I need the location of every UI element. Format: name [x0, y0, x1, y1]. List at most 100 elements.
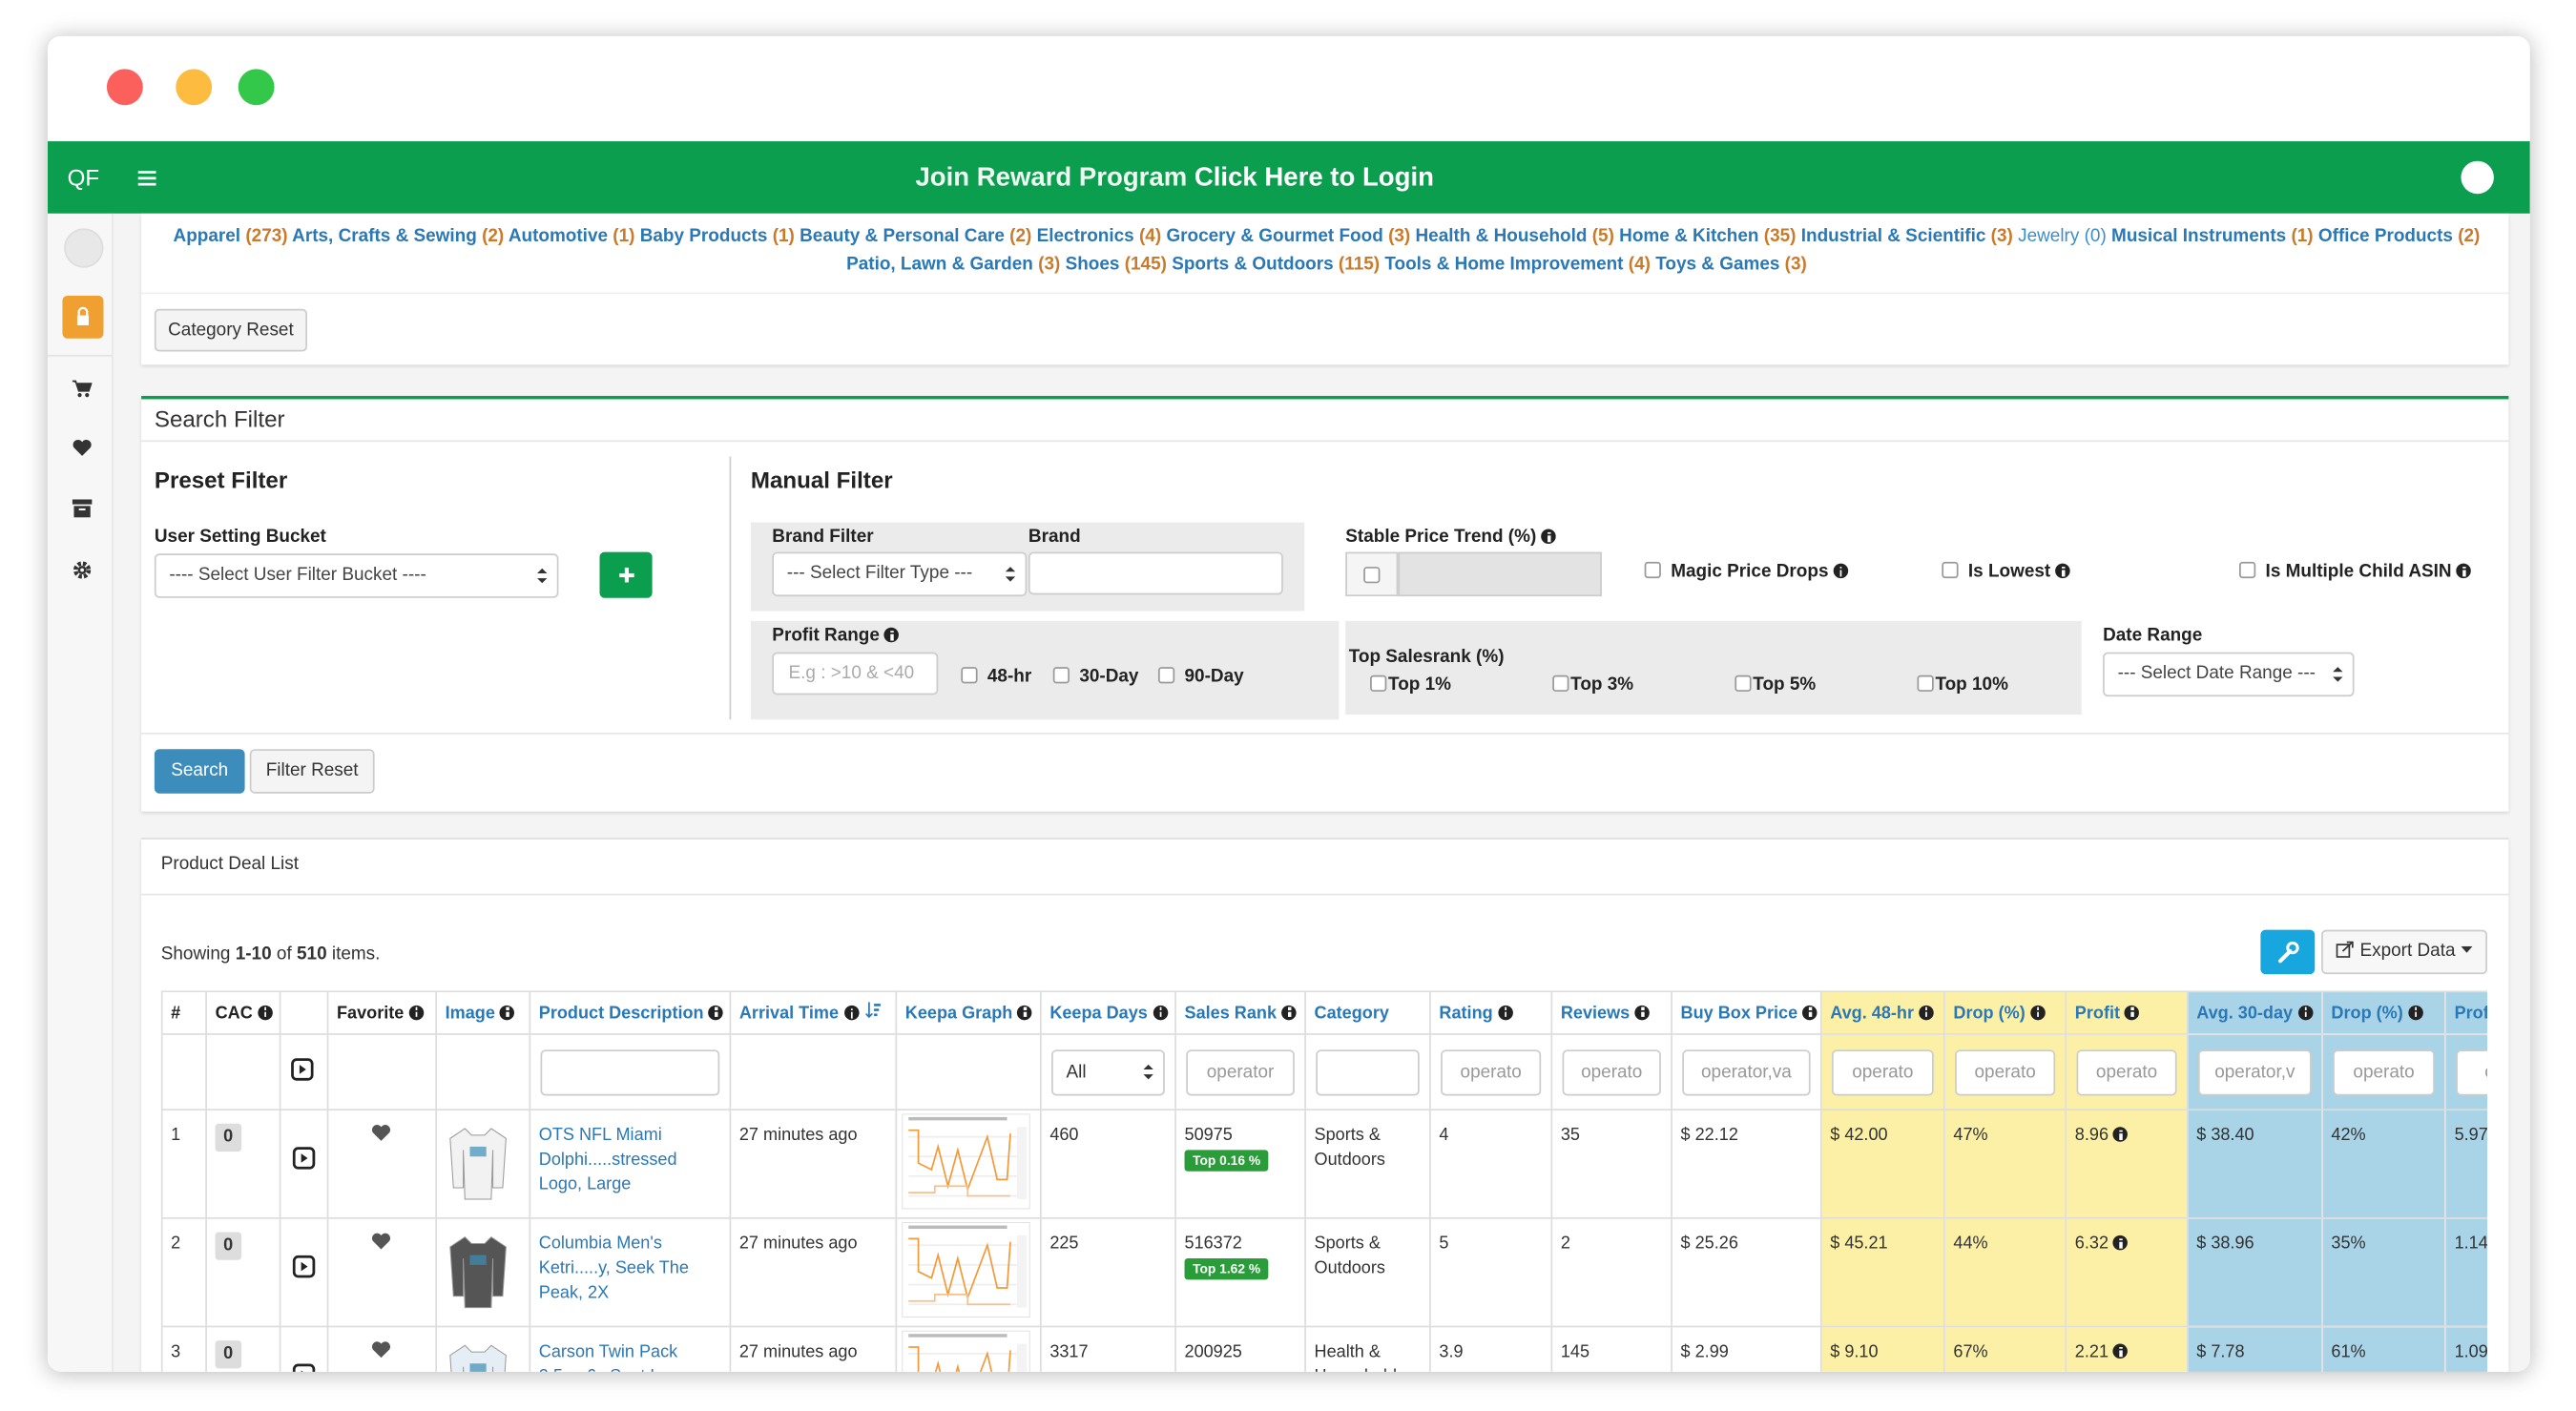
info-icon[interactable]	[1017, 1004, 1032, 1020]
category-link[interactable]: Health & Household (5)	[1416, 227, 1614, 247]
category-link[interactable]: Grocery & Gourmet Food (3)	[1166, 227, 1410, 247]
info-icon[interactable]	[708, 1004, 724, 1020]
cart-icon[interactable]	[72, 380, 93, 398]
category-link[interactable]: Beauty & Personal Care (2)	[800, 227, 1031, 247]
product-link[interactable]: Columbia Men's Ketri.....y, Seek The Pea…	[538, 1234, 689, 1303]
product-link[interactable]: Carson Twin Pack 2.5.....6x Spot Lens	[538, 1341, 688, 1372]
filter-input[interactable]: operato	[1562, 1048, 1661, 1095]
logo[interactable]: QF	[67, 164, 100, 191]
profit-input[interactable]: E.g : >10 & <40	[772, 652, 939, 695]
filter-input[interactable]: operato	[1441, 1048, 1542, 1095]
filter-input[interactable]: operator,v	[2197, 1048, 2312, 1095]
column-header[interactable]: Product Description	[529, 990, 732, 1035]
category-link[interactable]: Sports & Outdoors (115)	[1172, 255, 1380, 275]
info-icon[interactable]	[1802, 1004, 1818, 1020]
column-header[interactable]: Profit	[2065, 990, 2189, 1035]
product-link[interactable]: OTS NFL Miami Dolphi.....stressed Logo, …	[538, 1125, 677, 1194]
play-icon[interactable]	[289, 1340, 319, 1372]
checkbox[interactable]	[1942, 561, 1959, 579]
info-icon[interactable]	[1541, 529, 1556, 544]
filter-input[interactable]: operator	[1186, 1048, 1295, 1095]
info-icon[interactable]	[843, 1005, 859, 1021]
column-header[interactable]: Prof	[2444, 990, 2488, 1035]
info-icon[interactable]	[1497, 1004, 1513, 1020]
info-icon[interactable]	[1281, 1004, 1297, 1020]
play-icon[interactable]	[289, 1124, 319, 1178]
check-option[interactable]: Top 10%	[1917, 674, 2008, 696]
stable-checkbox[interactable]	[1345, 551, 1399, 597]
check-option[interactable]: Is Lowest	[1942, 560, 2070, 583]
checkbox[interactable]	[1363, 567, 1381, 584]
checkbox[interactable]	[1735, 674, 1752, 692]
category-link[interactable]: Electronics (4)	[1037, 227, 1162, 247]
checkbox[interactable]	[1157, 667, 1175, 684]
filter-input[interactable]: operato	[1831, 1048, 1934, 1095]
check-option[interactable]: 48-hr	[961, 665, 1031, 688]
info-icon[interactable]	[2113, 1235, 2129, 1251]
info-icon[interactable]	[2456, 563, 2472, 579]
favorite-icon[interactable]	[337, 1124, 427, 1151]
info-icon[interactable]	[1919, 1004, 1934, 1020]
keepa-graph[interactable]	[901, 1329, 1034, 1372]
category-link[interactable]: Patio, Lawn & Garden (3)	[846, 255, 1060, 275]
filter-reset-button[interactable]: Filter Reset	[249, 749, 375, 794]
info-icon[interactable]	[2029, 1004, 2046, 1020]
date-select[interactable]: --- Select Date Range ---	[2103, 652, 2355, 697]
info-icon[interactable]	[2125, 1004, 2140, 1020]
export-button[interactable]: Export Data	[2321, 929, 2488, 975]
column-header[interactable]: Rating	[1429, 990, 1553, 1035]
category-link[interactable]: Automotive (1)	[509, 227, 635, 247]
favorite-icon[interactable]	[337, 1340, 427, 1367]
column-header[interactable]: Drop (%)	[1943, 990, 2067, 1035]
info-icon[interactable]	[2407, 1004, 2423, 1020]
checkbox[interactable]	[1552, 674, 1569, 692]
login-link[interactable]: Click Here to Login	[1194, 164, 1434, 193]
info-icon[interactable]	[2297, 1004, 2313, 1020]
checkbox[interactable]	[1370, 674, 1387, 692]
brand-filter-select[interactable]: --- Select Filter Type ---	[772, 551, 1028, 597]
info-icon[interactable]	[500, 1004, 515, 1020]
check-option[interactable]: Top 1%	[1370, 674, 1451, 696]
filter-input[interactable]: op	[2456, 1048, 2488, 1095]
check-option[interactable]: Top 3%	[1552, 674, 1633, 696]
stable-input[interactable]	[1398, 551, 1602, 597]
category-reset-button[interactable]: Category Reset	[154, 308, 308, 352]
keepa-graph[interactable]	[901, 1112, 1034, 1216]
search-button[interactable]: Search	[154, 749, 245, 794]
bucket-select[interactable]: ---- Select User Filter Bucket ----	[154, 553, 559, 598]
add-bucket-button[interactable]	[599, 551, 653, 598]
column-header[interactable]: Category	[1304, 990, 1431, 1035]
checkbox[interactable]	[1917, 674, 1934, 692]
sort-icon[interactable]	[859, 1002, 881, 1024]
settings-button[interactable]	[2260, 929, 2316, 975]
check-option[interactable]: 90-Day	[1157, 665, 1244, 688]
minimize-button[interactable]	[176, 69, 213, 106]
sidebar-lock[interactable]	[62, 295, 104, 339]
filter-input[interactable]: operato	[1955, 1048, 2056, 1095]
zoom-button[interactable]	[238, 69, 275, 106]
category-link[interactable]: Toys & Games (3)	[1655, 255, 1807, 275]
check-option[interactable]: Top 5%	[1735, 674, 1816, 696]
category-link[interactable]: Baby Products (1)	[640, 227, 795, 247]
filter-input[interactable]: operato	[2076, 1048, 2177, 1095]
filter-select[interactable]: All	[1051, 1048, 1165, 1095]
keepa-graph[interactable]	[901, 1221, 1034, 1325]
checkbox[interactable]	[961, 667, 978, 684]
info-icon[interactable]	[1153, 1004, 1168, 1020]
checkbox[interactable]	[2239, 561, 2256, 579]
column-header[interactable]: Arrival Time	[729, 990, 898, 1035]
filter-input[interactable]	[1316, 1048, 1420, 1095]
heart-icon[interactable]	[73, 439, 93, 457]
info-icon[interactable]	[1833, 563, 1849, 579]
play-icon[interactable]	[291, 1058, 314, 1087]
category-link[interactable]: Shoes (145)	[1066, 255, 1167, 275]
column-header[interactable]: Keepa Days	[1039, 990, 1176, 1035]
play-icon[interactable]	[289, 1232, 319, 1286]
filter-input[interactable]: operator,va	[1682, 1048, 1811, 1095]
user-avatar[interactable]	[2461, 160, 2494, 195]
column-header[interactable]: Avg. 48-hr	[1819, 990, 1945, 1035]
column-header[interactable]: Image	[435, 990, 531, 1035]
column-header[interactable]: Sales Rank	[1174, 990, 1306, 1035]
column-header[interactable]: Keepa Graph	[895, 990, 1042, 1035]
category-link[interactable]: Home & Kitchen (35)	[1619, 227, 1796, 247]
